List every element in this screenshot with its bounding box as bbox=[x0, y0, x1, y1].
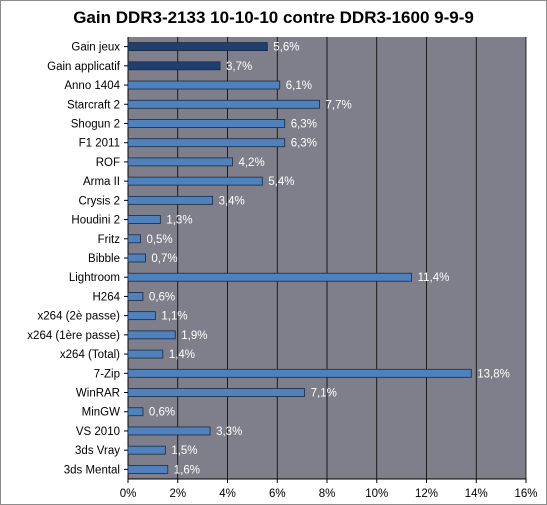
bar bbox=[127, 330, 176, 340]
bar bbox=[127, 176, 263, 186]
value-label: 11,4% bbox=[418, 272, 450, 284]
value-label: 5,6% bbox=[273, 42, 299, 54]
value-label: 6,3% bbox=[291, 118, 317, 130]
value-label: 7,1% bbox=[311, 388, 337, 400]
value-label: 0,5% bbox=[146, 234, 172, 246]
bar bbox=[127, 388, 306, 397]
x-tick-label: 16% bbox=[514, 488, 537, 500]
x-tick-label: 8% bbox=[319, 488, 336, 500]
bar bbox=[127, 349, 164, 359]
category-label: x264 (2è passe) bbox=[38, 311, 121, 323]
category-label: H264 bbox=[93, 291, 121, 303]
category-label: VS 2010 bbox=[76, 426, 120, 438]
category-label: 3ds Vray bbox=[75, 445, 120, 457]
bar bbox=[127, 215, 161, 224]
value-label: 3,7% bbox=[226, 61, 252, 73]
category-label: Houdini 2 bbox=[71, 215, 120, 227]
value-label: 1,6% bbox=[174, 464, 200, 476]
category-label: ROF bbox=[96, 157, 120, 169]
value-label: 1,9% bbox=[181, 330, 207, 342]
value-label: 7,7% bbox=[326, 99, 352, 111]
category-label: Lightroom bbox=[69, 272, 120, 284]
category-label: 7-Zip bbox=[94, 368, 120, 380]
value-label: 1,4% bbox=[169, 349, 195, 361]
bar bbox=[127, 138, 286, 148]
bar bbox=[127, 311, 156, 321]
x-tick-label: 12% bbox=[415, 488, 438, 500]
value-label: 3,4% bbox=[219, 195, 245, 207]
value-label: 5,4% bbox=[268, 176, 294, 188]
category-label: WinRAR bbox=[76, 388, 120, 400]
category-label: Arma II bbox=[83, 176, 120, 188]
bar bbox=[127, 195, 213, 205]
value-label: 0,6% bbox=[149, 407, 175, 419]
bar bbox=[127, 445, 166, 455]
value-label: 13,8% bbox=[477, 368, 510, 380]
category-label: Shogun 2 bbox=[71, 118, 120, 130]
bar bbox=[127, 407, 144, 417]
bar bbox=[127, 42, 268, 52]
category-label: Gain applicatif bbox=[47, 61, 121, 73]
bar bbox=[127, 253, 146, 263]
bar bbox=[127, 80, 281, 90]
category-label: Bibble bbox=[88, 253, 120, 265]
bar bbox=[127, 368, 472, 378]
bar bbox=[127, 61, 221, 71]
bar bbox=[127, 426, 211, 436]
category-label: Starcraft 2 bbox=[67, 99, 120, 111]
value-label: 0,6% bbox=[149, 291, 175, 303]
category-label: Anno 1404 bbox=[64, 80, 120, 92]
value-label: 6,1% bbox=[286, 80, 312, 92]
value-label: 1,1% bbox=[161, 311, 187, 323]
bar bbox=[127, 464, 169, 474]
x-tick-label: 4% bbox=[219, 488, 236, 500]
value-label: 0,7% bbox=[151, 253, 177, 265]
category-label: Fritz bbox=[98, 234, 121, 246]
x-tick-label: 14% bbox=[465, 488, 488, 500]
category-label: MinGW bbox=[82, 407, 120, 419]
x-tick-label: 6% bbox=[269, 488, 286, 500]
bar bbox=[127, 99, 320, 109]
bar bbox=[127, 292, 144, 301]
bar bbox=[127, 119, 286, 128]
bar bbox=[127, 157, 233, 167]
value-label: 1,3% bbox=[166, 215, 192, 227]
x-tick-label: 2% bbox=[169, 488, 186, 500]
x-tick-label: 10% bbox=[365, 488, 388, 500]
value-label: 6,3% bbox=[291, 138, 317, 150]
bar bbox=[127, 272, 412, 282]
value-label: 4,2% bbox=[238, 157, 264, 169]
category-label: F1 2011 bbox=[79, 138, 120, 150]
category-label: Gain jeux bbox=[71, 42, 120, 54]
category-label: 3ds Mental bbox=[64, 464, 120, 476]
category-label: x264 (1ère passe) bbox=[27, 330, 120, 342]
category-label: Crysis 2 bbox=[78, 195, 120, 207]
value-label: 1,5% bbox=[171, 445, 197, 457]
category-label: x264 (Total) bbox=[60, 349, 120, 361]
value-label: 3,3% bbox=[216, 426, 242, 438]
x-tick-label: 0% bbox=[120, 488, 137, 500]
bar bbox=[127, 234, 141, 244]
chart-title: Gain DDR3-2133 10-10-10 contre DDR3-1600… bbox=[73, 8, 474, 27]
